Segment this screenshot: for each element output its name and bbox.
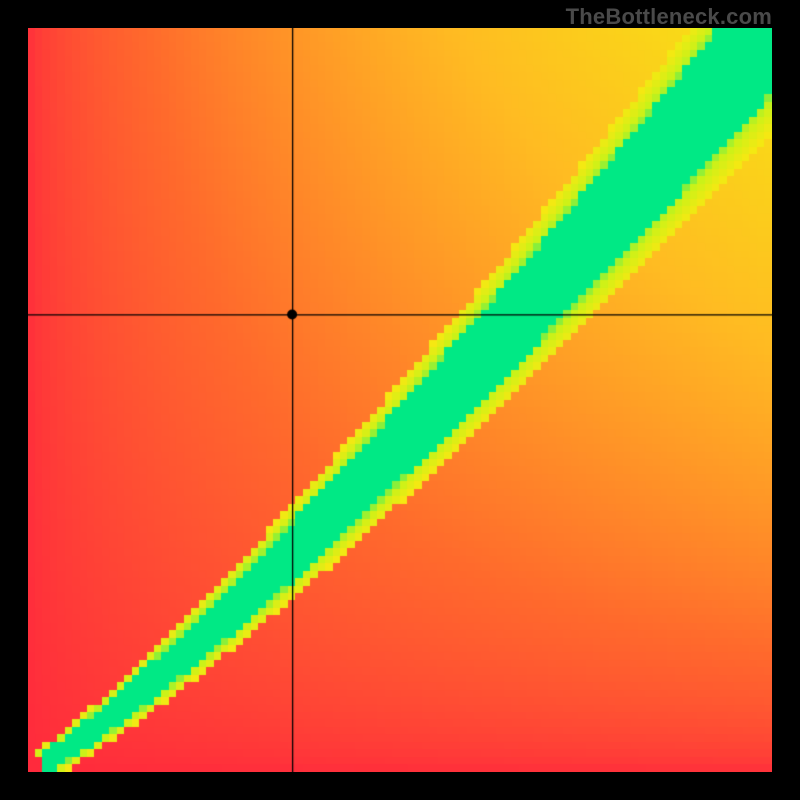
root-container: TheBottleneck.com <box>0 0 800 800</box>
watermark-text: TheBottleneck.com <box>566 4 772 30</box>
bottleneck-heatmap <box>28 28 772 772</box>
